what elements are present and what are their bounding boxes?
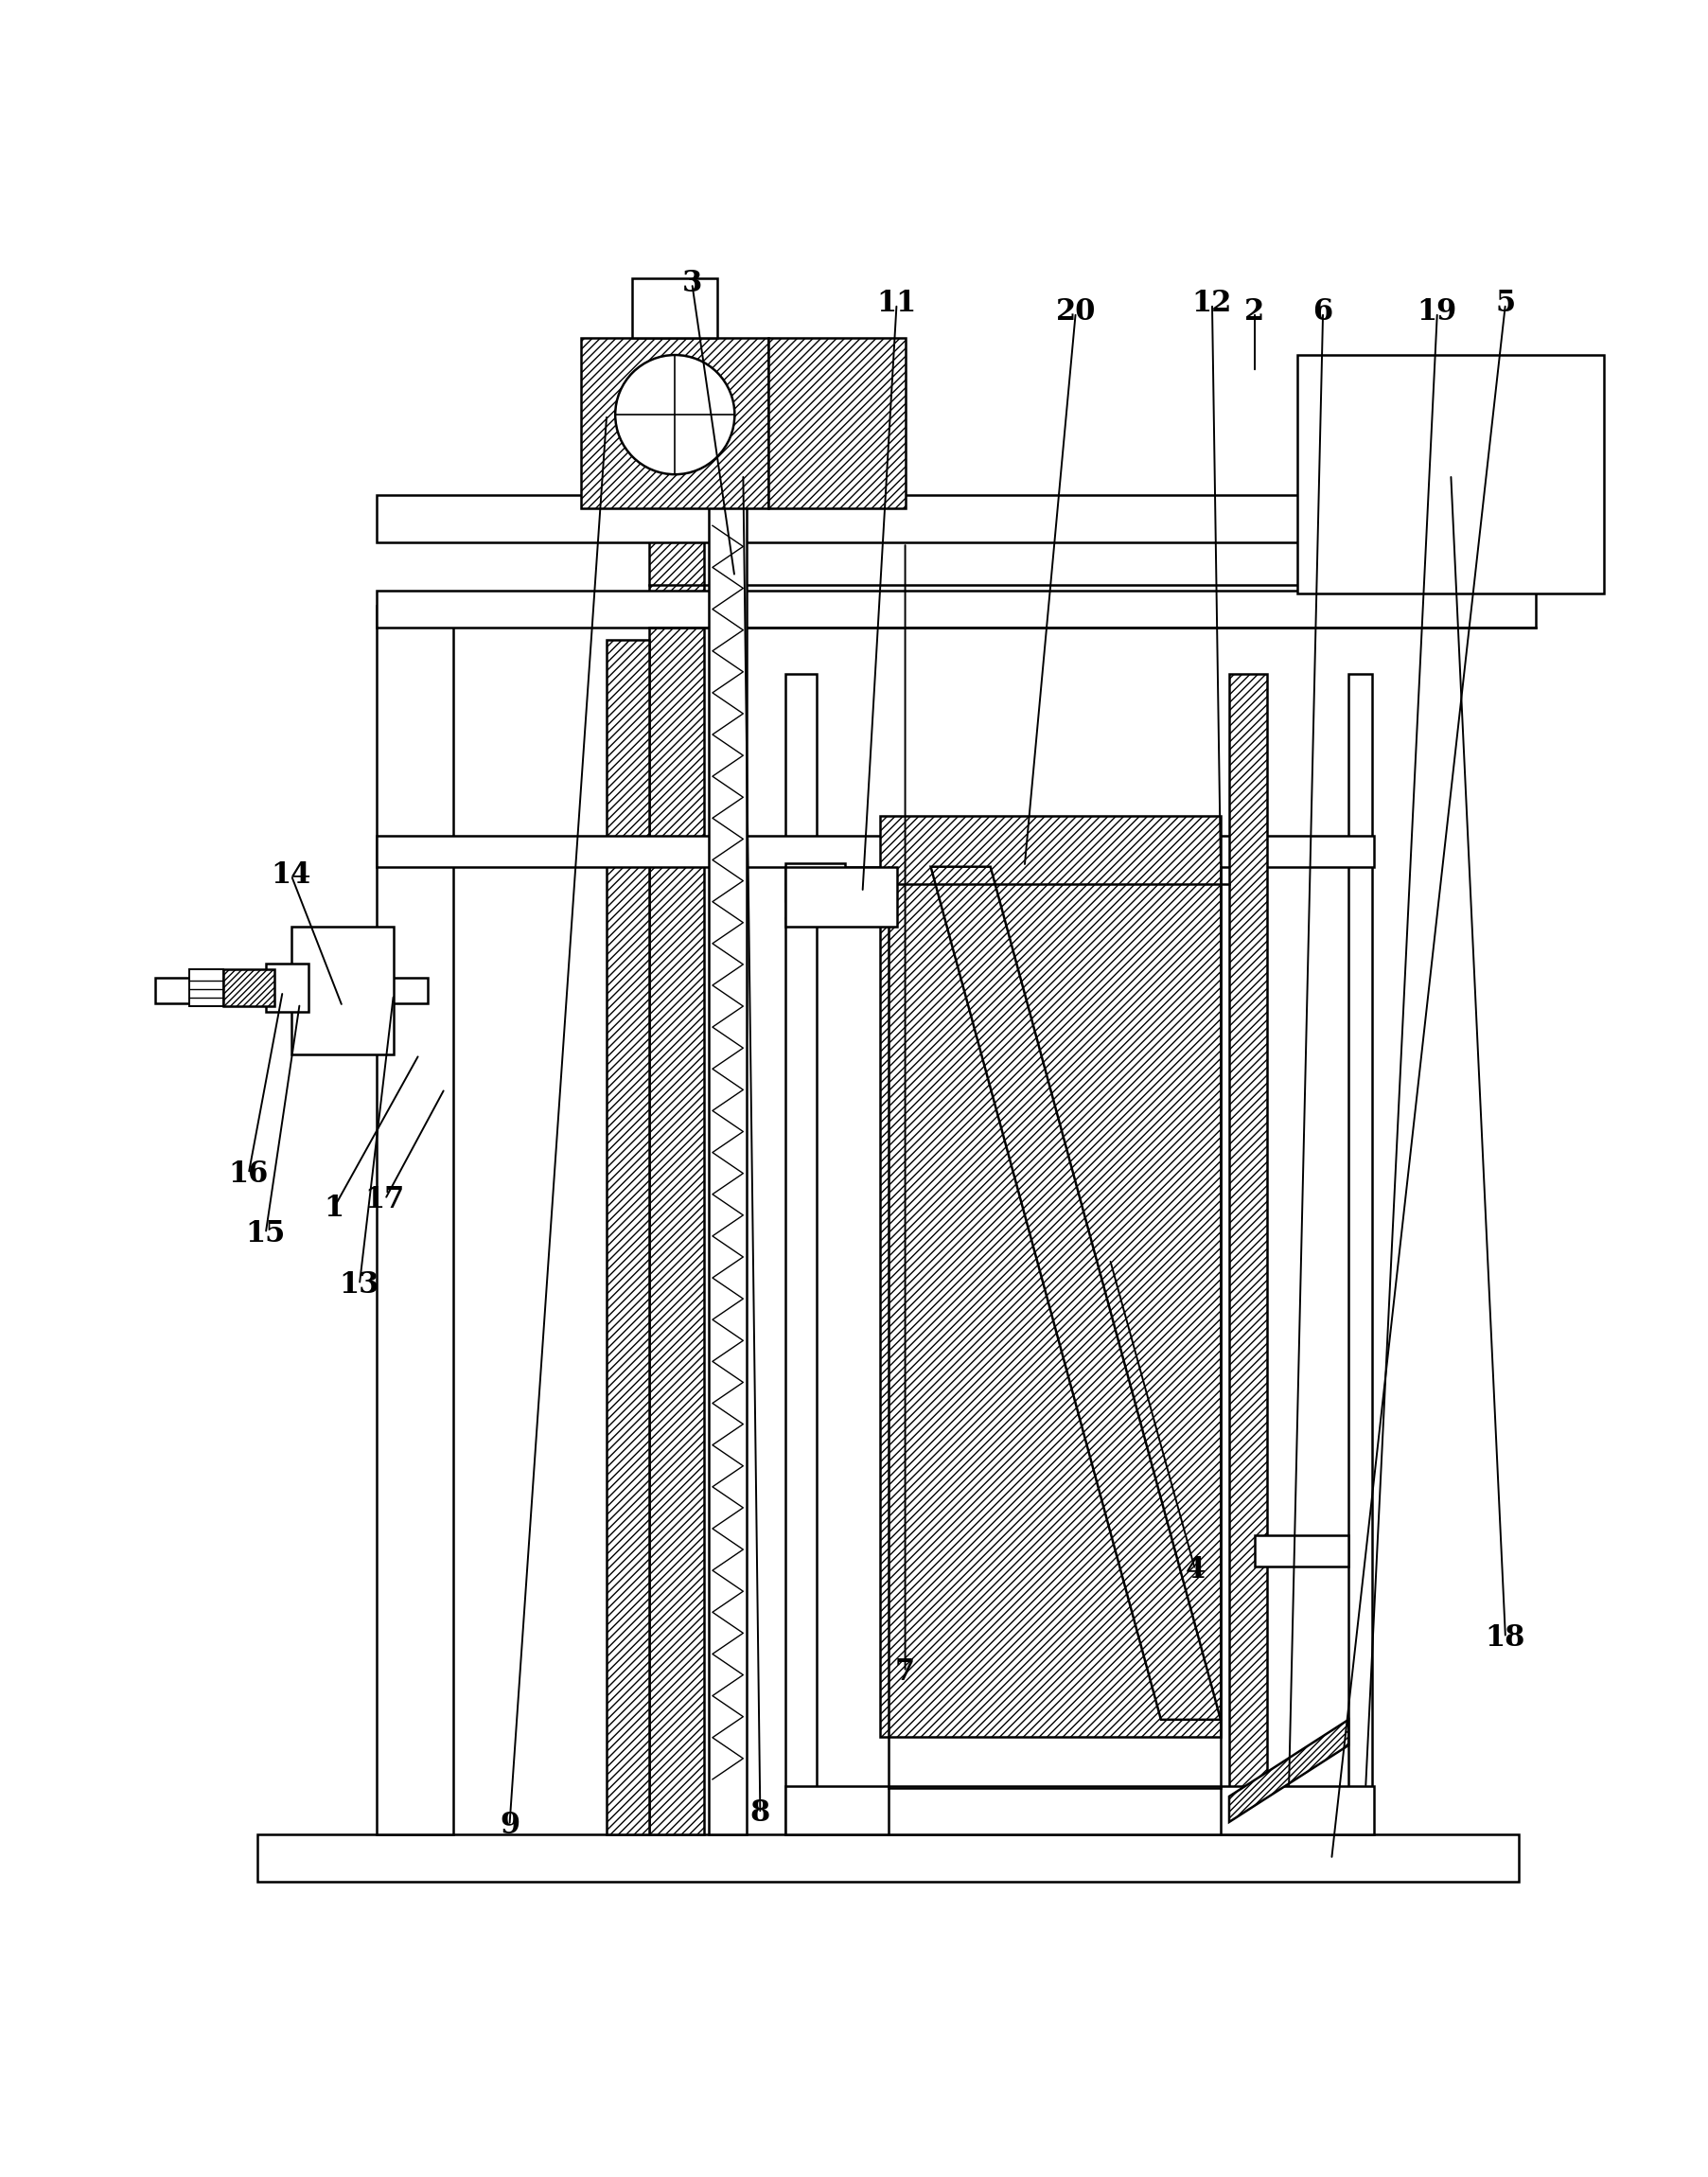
Bar (376, 590, 1535, 627)
Bar (632, 279, 717, 337)
Bar (155, 977, 427, 1004)
Bar (786, 1785, 1375, 1833)
Bar (376, 605, 453, 1833)
Bar (581, 337, 769, 509)
Bar (786, 866, 897, 927)
Bar (376, 836, 1375, 866)
Bar (606, 640, 649, 1833)
Text: 13: 13 (340, 1269, 379, 1300)
Bar (1298, 355, 1604, 594)
Bar (190, 969, 224, 1006)
Bar (258, 1833, 1518, 1881)
Bar (292, 927, 393, 1054)
Text: 11: 11 (876, 290, 917, 318)
Text: 3: 3 (681, 268, 702, 298)
Text: 5: 5 (1496, 290, 1515, 318)
Bar (649, 538, 704, 1833)
Polygon shape (1230, 1720, 1349, 1822)
Text: 14: 14 (272, 860, 311, 890)
Text: 1: 1 (325, 1193, 343, 1223)
Bar (786, 675, 816, 1833)
Bar (224, 969, 275, 1006)
Bar (709, 503, 746, 1833)
Text: 20: 20 (1056, 298, 1097, 327)
Polygon shape (931, 866, 1221, 1720)
Bar (1255, 1535, 1349, 1565)
Bar (769, 337, 905, 509)
Circle shape (615, 355, 734, 475)
Text: 8: 8 (750, 1798, 770, 1829)
Bar (1349, 675, 1373, 1833)
Text: 4: 4 (1185, 1554, 1206, 1585)
Text: 6: 6 (1313, 298, 1332, 327)
Text: 16: 16 (229, 1158, 268, 1189)
Text: 9: 9 (499, 1811, 519, 1840)
Text: 15: 15 (246, 1219, 285, 1247)
Text: 12: 12 (1192, 290, 1231, 318)
Bar (376, 494, 1535, 542)
Bar (1230, 675, 1267, 1833)
Bar (786, 864, 845, 901)
Text: 2: 2 (1245, 298, 1266, 327)
Text: 18: 18 (1486, 1624, 1525, 1652)
Text: 17: 17 (366, 1184, 405, 1215)
Bar (266, 964, 307, 1012)
Text: 7: 7 (895, 1657, 915, 1687)
Bar (880, 816, 1221, 1737)
Text: 19: 19 (1418, 298, 1457, 327)
